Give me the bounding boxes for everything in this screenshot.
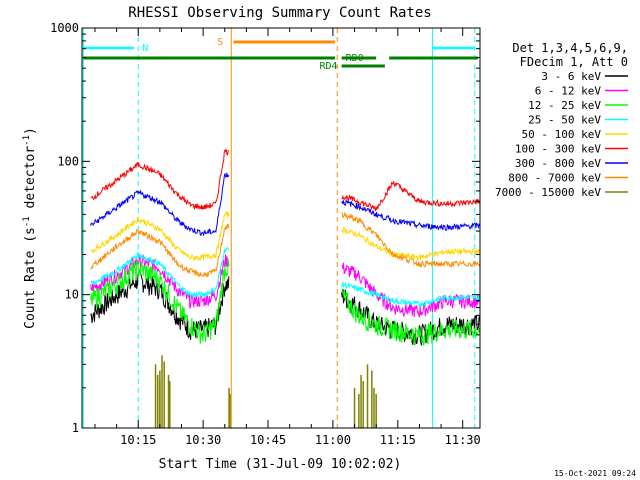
footer-timestamp: 15-Oct-2021 09:24 (554, 469, 636, 478)
x-tick-label-4: 11:15 (380, 433, 416, 447)
y-axis-label-rest: detector (23, 146, 38, 217)
flag-label-rd0: RD0 (346, 53, 364, 64)
legend-header-1: Det 1,3,4,5,6,9, (512, 41, 628, 55)
y-axis-label: Count Rate (s-1 detector-1) (22, 127, 38, 329)
legend-label-7: 800 - 7000 keV (508, 172, 601, 185)
flag-label-rd4: RD4 (320, 61, 338, 72)
y-tick-label-0: 1 (72, 421, 79, 435)
series-line-7-b (341, 211, 481, 269)
series-line-1-b (341, 262, 481, 318)
series-line-6-b (341, 199, 481, 231)
plot-frame (81, 27, 481, 429)
series-lines (90, 148, 481, 347)
legend-label-4: 50 - 100 keV (522, 128, 602, 141)
chart-title: RHESSI Observing Summary Count Rates (128, 5, 431, 21)
axes: 1 10 100 1000 10:15 10:30 10:45 11:00 11:15 11:30 (50, 21, 481, 447)
series-line-3-a (90, 246, 230, 300)
y-tick-label-3: 1000 (50, 21, 79, 35)
series-line-4-a (90, 211, 230, 262)
legend-label-1: 6 - 12 keV (535, 85, 602, 98)
series-line-5-a (90, 148, 230, 210)
y-axis-label-main: Count Rate (s (23, 227, 38, 329)
series-line-5-b (341, 181, 481, 212)
y-axis-label-sup2: -1 (22, 135, 32, 146)
series-line-3-b (341, 281, 481, 308)
flag-label-s: S (217, 37, 223, 48)
legend-label-6: 300 - 800 keV (515, 157, 601, 170)
y-axis-label-end: ) (23, 127, 38, 135)
series-line-2-b (341, 288, 481, 347)
series-line-2-a (90, 258, 230, 344)
x-axis-label: Start Time (31-Jul-09 10:02:02) (159, 457, 402, 472)
legend-header-2: FDecim 1, Att 0 (520, 55, 628, 69)
legend-label-2: 12 - 25 keV (528, 99, 601, 112)
flag-label-n: N (142, 43, 148, 54)
x-tick-label-2: 10:45 (250, 433, 286, 447)
legend-label-5: 100 - 300 keV (515, 143, 601, 156)
y-tick-label-2: 100 (57, 154, 79, 168)
legend: Det 1,3,4,5,6,9, FDecim 1, Att 0 3 - 6 k… (495, 41, 628, 199)
legend-label-0: 3 - 6 keV (541, 70, 601, 83)
series-line-6-a (90, 172, 230, 237)
x-tick-label-3: 11:00 (315, 433, 351, 447)
legend-label-8: 7000 - 15000 keV (495, 186, 601, 199)
y-tick-label-1: 10 (65, 288, 79, 302)
x-tick-label-1: 10:30 (185, 433, 221, 447)
series-line-7-a (90, 223, 230, 278)
y-axis-label-sup1: -1 (22, 216, 32, 227)
x-tick-label-0: 10:15 (120, 433, 156, 447)
legend-label-3: 25 - 50 keV (528, 114, 601, 127)
series-line-4-b (341, 226, 480, 262)
flag-bars: N S RD0 RD4 (83, 37, 478, 72)
x-tick-label-5: 11:30 (445, 433, 481, 447)
